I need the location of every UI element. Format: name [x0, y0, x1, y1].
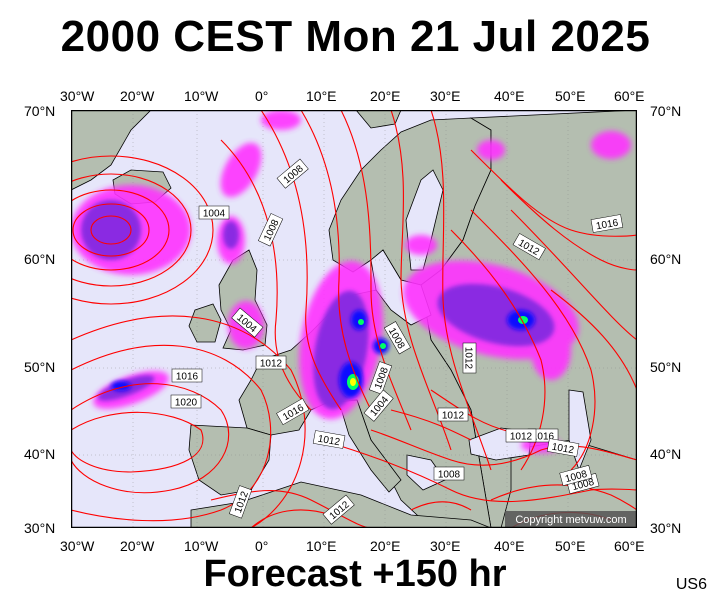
rain-core: [437, 283, 555, 347]
lon-label: 40°E: [494, 88, 525, 104]
rain-band: [220, 142, 262, 198]
rain-peak: [350, 378, 356, 386]
rain-core: [81, 200, 141, 260]
svg-text:1016: 1016: [595, 218, 619, 233]
isobar-label: 1012: [255, 355, 287, 370]
svg-text:1012: 1012: [510, 432, 533, 443]
forecast-label: Forecast +150 hr: [203, 553, 507, 595]
isobar-label: 1008: [433, 466, 465, 481]
lon-label: 40°E: [494, 538, 525, 554]
lon-label: 30°E: [430, 88, 461, 104]
ireland: [188, 303, 222, 343]
lon-label: 10°E: [306, 88, 337, 104]
italy: [338, 399, 402, 493]
lat-label: 30°N: [650, 520, 682, 536]
rain-band: [261, 110, 301, 130]
svg-text:1008: 1008: [438, 470, 461, 481]
lat-label: 70°N: [24, 103, 56, 119]
isobar-label: 1012: [437, 407, 469, 422]
lon-label: 60°E: [614, 88, 645, 104]
svg-text:1012: 1012: [463, 347, 474, 370]
lat-label: 50°N: [24, 359, 56, 375]
map-canvas: 1004 1008 1008 1004 1008 1012 1016 1020: [8, 109, 638, 529]
lon-label: 0°: [255, 538, 269, 554]
copyright-text: Copyright metvuw.com: [515, 514, 626, 526]
lon-label: 30°W: [60, 88, 95, 104]
lon-label: 10°W: [184, 88, 219, 104]
lon-label: 20°W: [120, 88, 155, 104]
region-code: US6: [675, 576, 707, 593]
lat-label: 30°N: [24, 520, 56, 536]
lat-label: 40°N: [24, 446, 56, 462]
lon-label: 50°E: [555, 88, 586, 104]
lon-label: 20°W: [120, 538, 155, 554]
svg-text:1016: 1016: [176, 372, 199, 383]
lat-label: 40°N: [650, 446, 682, 462]
copyright-box: Copyright metvuw.com: [505, 511, 637, 527]
svg-text:1012: 1012: [442, 411, 465, 422]
map-title: 2000 CEST Mon 21 Jul 2025: [60, 12, 651, 61]
svg-text:1016: 1016: [532, 432, 555, 443]
svg-text:1020: 1020: [175, 398, 198, 409]
lon-label: 20°E: [370, 538, 401, 554]
isobar-label: 1020: [170, 394, 202, 409]
isobar-label: 1012: [505, 428, 537, 443]
lat-label: 50°N: [650, 359, 682, 375]
lon-label: 10°W: [184, 538, 219, 554]
rain-peak: [358, 319, 364, 325]
aegean-sea: [406, 454, 446, 491]
svg-text:1012: 1012: [317, 434, 341, 449]
isobar-label: 1016: [590, 214, 624, 233]
rain-band: [591, 131, 631, 159]
rain-band: [405, 235, 437, 255]
rain-band: [477, 140, 505, 160]
lon-label: 20°E: [370, 88, 401, 104]
isobar-label: 1012: [463, 342, 477, 374]
rain-core: [223, 221, 239, 249]
lon-label: 10°E: [306, 538, 337, 554]
lon-label: 60°E: [614, 538, 645, 554]
lat-label: 70°N: [650, 103, 682, 119]
forecast-map: 1004 1008 1008 1004 1008 1012 1016 1020: [8, 109, 638, 529]
rain-peak: [380, 343, 386, 349]
svg-text:1004: 1004: [203, 209, 226, 220]
lon-label: 0°: [255, 88, 269, 104]
lat-label: 60°N: [650, 251, 682, 267]
map-frame: [70, 109, 638, 529]
lon-label: 30°E: [430, 538, 461, 554]
svg-text:1012: 1012: [551, 442, 575, 457]
isobar-label: 1012: [546, 438, 580, 457]
lon-label: 30°W: [60, 538, 95, 554]
isobar-label: 1016: [171, 368, 203, 383]
isobar-label: 1012: [312, 430, 346, 449]
svg-text:1012: 1012: [260, 359, 283, 370]
lat-label: 60°N: [24, 251, 56, 267]
isobar-label: 1004: [198, 205, 230, 220]
lon-label: 50°E: [555, 538, 586, 554]
